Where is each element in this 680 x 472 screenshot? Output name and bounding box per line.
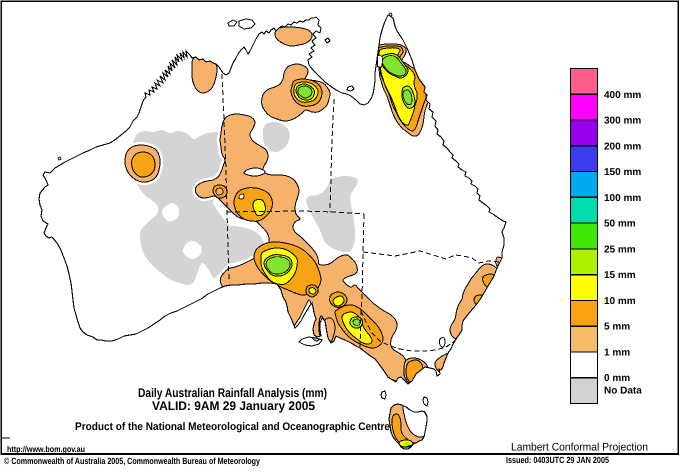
svg-text:15 mm: 15 mm xyxy=(604,270,636,281)
svg-text:Daily Australian Rainfall Anal: Daily Australian Rainfall Analysis (mm) xyxy=(138,386,327,400)
svg-text:400 mm: 400 mm xyxy=(604,90,641,101)
svg-text:Product of the National Meteor: Product of the National Meteorological a… xyxy=(75,421,390,433)
svg-text:10 mm: 10 mm xyxy=(604,296,636,307)
svg-text:150 mm: 150 mm xyxy=(604,167,641,178)
svg-text:Lambert Conformal Projection: Lambert Conformal Projection xyxy=(511,442,648,454)
svg-text:VALID: 9AM 29 January 2005: VALID: 9AM 29 January 2005 xyxy=(152,399,315,413)
svg-text:1 mm: 1 mm xyxy=(604,348,630,359)
svg-text:© Commonwealth of Australia 20: © Commonwealth of Australia 2005, Common… xyxy=(4,456,260,466)
svg-text:200 mm: 200 mm xyxy=(604,141,641,152)
svg-text:Issued: 0403UTC 29 JAN 2005: Issued: 0403UTC 29 JAN 2005 xyxy=(506,455,609,465)
svg-text:0 mm: 0 mm xyxy=(604,373,630,384)
svg-text:50 mm: 50 mm xyxy=(604,219,636,230)
svg-text:5 mm: 5 mm xyxy=(604,322,630,333)
svg-text:25 mm: 25 mm xyxy=(604,244,636,255)
svg-text:300 mm: 300 mm xyxy=(604,116,641,127)
svg-text:No Data: No Data xyxy=(604,386,642,397)
svg-text:http://www.bom.gov.au: http://www.bom.gov.au xyxy=(7,444,85,454)
svg-text:100 mm: 100 mm xyxy=(604,193,641,204)
